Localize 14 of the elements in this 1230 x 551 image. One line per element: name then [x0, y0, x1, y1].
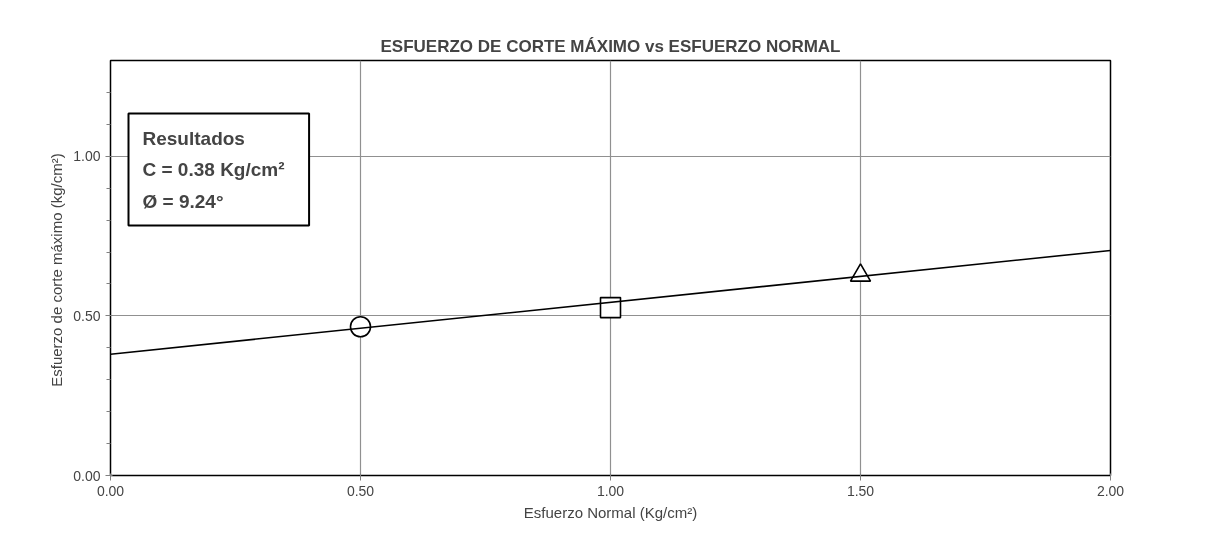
x-tick-label: 1.00 [596, 482, 625, 499]
y-tick-label: 0.50 [73, 307, 101, 324]
x-axis-title: Esfuerzo Normal (Kg/cm²) [523, 503, 698, 521]
x-tick-label: 2.00 [1096, 482, 1125, 499]
x-tick-label: 1.50 [846, 482, 875, 499]
annotation: Resultados [142, 127, 245, 149]
y-tick-label: 0.00 [73, 467, 101, 484]
annotation: Ø = 9.24° [142, 190, 224, 212]
annotation: C = 0.38 Kg/cm² [142, 159, 285, 180]
chart-title: ESFUERZO DE CORTE MÁXIMO vs ESFUERZO NORMAL [380, 36, 841, 56]
y-axis-title: Esfuerzo de corte máximo (kg/cm²) [48, 153, 66, 387]
y-tick-label: 1.00 [73, 148, 101, 165]
x-tick-label: 0.00 [96, 482, 125, 499]
x-tick-label: 0.50 [346, 482, 375, 499]
